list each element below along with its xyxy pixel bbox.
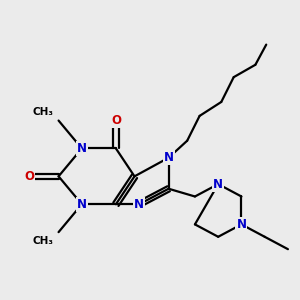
Text: N: N [164, 151, 174, 164]
Text: N: N [134, 198, 144, 211]
Text: N: N [213, 178, 223, 190]
Text: O: O [111, 114, 121, 127]
Text: N: N [77, 142, 87, 155]
Text: N: N [77, 198, 87, 211]
Text: N: N [236, 218, 246, 231]
Text: O: O [24, 170, 34, 183]
Text: CH₃: CH₃ [33, 107, 54, 117]
Text: CH₃: CH₃ [33, 236, 54, 246]
